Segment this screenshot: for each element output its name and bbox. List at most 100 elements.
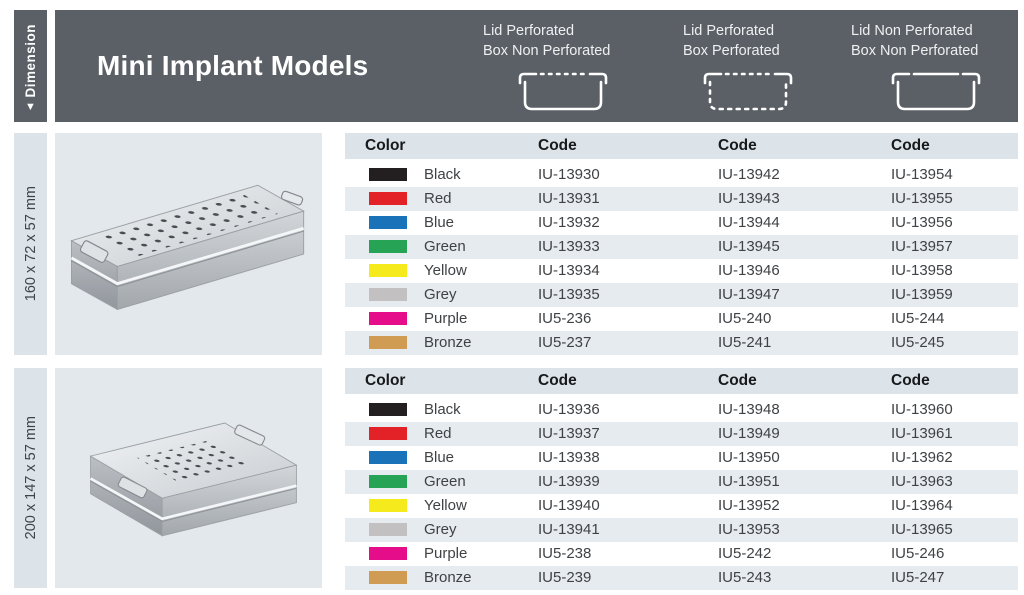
- color-swatch: [369, 192, 407, 205]
- table-row: Bronze IU5-239 IU5-243 IU5-247: [345, 566, 1018, 590]
- code-cell: IU-13959: [891, 286, 953, 303]
- code-cell: IU-13946: [718, 262, 780, 279]
- column-header-code-2: Code: [718, 137, 757, 154]
- code-cell: IU-13942: [718, 166, 780, 183]
- color-swatch: [369, 403, 407, 416]
- code-cell: IU-13934: [538, 262, 600, 279]
- table-row: Blue IU-13932 IU-13944 IU-13956: [345, 211, 1018, 235]
- column-header-color: Color: [365, 372, 406, 389]
- code-cell: IU-13957: [891, 238, 953, 255]
- color-swatch: [369, 336, 407, 349]
- color-swatch: [369, 264, 407, 277]
- color-name: Red: [424, 190, 452, 207]
- code-cell: IU5-245: [891, 334, 945, 351]
- column-header-line: Lid Perforated: [483, 23, 575, 39]
- code-cell: IU-13938: [538, 449, 600, 466]
- code-cell: IU5-243: [718, 569, 772, 586]
- color-name: Green: [424, 238, 466, 255]
- code-cell: IU-13944: [718, 214, 780, 231]
- color-name: Purple: [424, 310, 468, 327]
- code-cell: IU5-236: [538, 310, 592, 327]
- column-header-lid-perforated-box-perforated: Lid Perforated Box Perforated: [683, 21, 813, 113]
- column-header-lid-non-perforated-box-non-perforated: Lid Non Perforated Box Non Perforated: [851, 21, 1021, 113]
- color-swatch: [369, 168, 407, 181]
- table-row: Grey IU-13935 IU-13947 IU-13959: [345, 283, 1018, 307]
- code-cell: IU-13964: [891, 497, 953, 514]
- color-name: Purple: [424, 545, 468, 562]
- page-title: Mini Implant Models: [97, 50, 369, 81]
- table-row: Blue IU-13938 IU-13950 IU-13962: [345, 446, 1018, 470]
- color-swatch: [369, 312, 407, 325]
- code-cell: IU5-244: [891, 310, 945, 327]
- color-name: Red: [424, 425, 452, 442]
- table-row: Yellow IU-13940 IU-13952 IU-13964: [345, 494, 1018, 518]
- code-cell: IU-13958: [891, 262, 953, 279]
- dimension-value: 160 x 72 x 57 mm: [22, 186, 39, 302]
- down-arrow-icon: ▼: [25, 101, 36, 113]
- color-swatch: [369, 523, 407, 536]
- table-row: Red IU-13931 IU-13943 IU-13955: [345, 187, 1018, 211]
- table-row: Purple IU5-236 IU5-240 IU5-244: [345, 307, 1018, 331]
- dimension-value: 200 x 147 x 57 mm: [22, 416, 39, 540]
- column-header-line: Box Perforated: [683, 43, 780, 59]
- color-name: Blue: [424, 449, 455, 466]
- color-name: Bronze: [424, 334, 472, 351]
- code-cell: IU-13948: [718, 401, 780, 418]
- dimension-strip-160x72x57: 160 x 72 x 57 mm: [14, 133, 47, 355]
- code-cell: IU-13965: [891, 521, 953, 538]
- code-cell: IU-13930: [538, 166, 600, 183]
- color-swatch: [369, 451, 407, 464]
- table-row: Bronze IU5-237 IU5-241 IU5-245: [345, 331, 1018, 355]
- column-header-lid-perforated-box-non-perforated: Lid Perforated Box Non Perforated: [483, 21, 643, 113]
- page-header: Mini Implant Models Lid Perforated Box N…: [55, 10, 1018, 122]
- table-row: Grey IU-13941 IU-13953 IU-13965: [345, 518, 1018, 542]
- color-swatch: [369, 475, 407, 488]
- code-cell: IU-13941: [538, 521, 600, 538]
- table-row: Red IU-13937 IU-13949 IU-13961: [345, 422, 1018, 446]
- column-header-line: Lid Non Perforated: [851, 23, 973, 39]
- lid-perforated-box-non-perforated-icon: [518, 72, 608, 111]
- code-cell: IU5-241: [718, 334, 772, 351]
- dimension-header-strip: Dimension ▼: [14, 10, 47, 122]
- color-swatch: [369, 216, 407, 229]
- dimension-strip-200x147x57: 200 x 147 x 57 mm: [14, 368, 47, 588]
- color-name: Bronze: [424, 569, 472, 586]
- column-header-color: Color: [365, 137, 406, 154]
- color-swatch: [369, 240, 407, 253]
- color-swatch: [369, 427, 407, 440]
- code-cell: IU-13933: [538, 238, 600, 255]
- color-name: Black: [424, 166, 461, 183]
- code-cell: IU-13949: [718, 425, 780, 442]
- table-row: Green IU-13939 IU-13951 IU-13963: [345, 470, 1018, 494]
- lid-non-perforated-box-non-perforated-icon: [891, 72, 981, 111]
- color-name: Black: [424, 401, 461, 418]
- code-cell: IU-13951: [718, 473, 780, 490]
- code-cell: IU-13939: [538, 473, 600, 490]
- code-cell: IU-13936: [538, 401, 600, 418]
- code-cell: IU-13960: [891, 401, 953, 418]
- color-name: Yellow: [424, 262, 467, 279]
- column-header-code-1: Code: [538, 137, 577, 154]
- column-header-code-3: Code: [891, 137, 930, 154]
- product-photo-panel-small-box: [55, 133, 322, 355]
- code-cell: IU-13950: [718, 449, 780, 466]
- code-cell: IU-13952: [718, 497, 780, 514]
- code-cell: IU5-242: [718, 545, 772, 562]
- table-header-row: Color Code Code Code: [345, 368, 1018, 394]
- code-cell: IU-13962: [891, 449, 953, 466]
- table-row: Black IU-13930 IU-13942 IU-13954: [345, 163, 1018, 187]
- code-cell: IU-13963: [891, 473, 953, 490]
- code-cell: IU-13953: [718, 521, 780, 538]
- product-photo-small-box: [69, 184, 305, 310]
- column-header-code-1: Code: [538, 372, 577, 389]
- product-photo-large-box: [88, 422, 298, 537]
- code-cell: IU-13954: [891, 166, 953, 183]
- table-row: Yellow IU-13934 IU-13946 IU-13958: [345, 259, 1018, 283]
- code-cell: IU-13931: [538, 190, 600, 207]
- color-swatch: [369, 547, 407, 560]
- dimension-label: Dimension: [23, 24, 38, 98]
- column-header-code-3: Code: [891, 372, 930, 389]
- column-header-line: Lid Perforated: [683, 23, 775, 39]
- code-cell: IU5-246: [891, 545, 945, 562]
- code-cell: IU-13943: [718, 190, 780, 207]
